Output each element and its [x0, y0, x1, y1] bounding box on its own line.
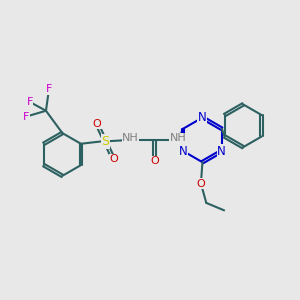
Text: N: N [179, 145, 188, 158]
Text: O: O [109, 154, 118, 164]
Text: O: O [196, 178, 205, 189]
Text: N: N [198, 111, 207, 124]
Text: O: O [92, 118, 101, 128]
Text: NH: NH [122, 134, 139, 143]
Text: S: S [101, 135, 109, 148]
Text: F: F [46, 84, 52, 94]
Text: F: F [22, 112, 29, 122]
Text: N: N [217, 145, 226, 158]
Text: NH: NH [170, 134, 186, 143]
Text: O: O [150, 156, 159, 166]
Text: F: F [26, 97, 33, 107]
